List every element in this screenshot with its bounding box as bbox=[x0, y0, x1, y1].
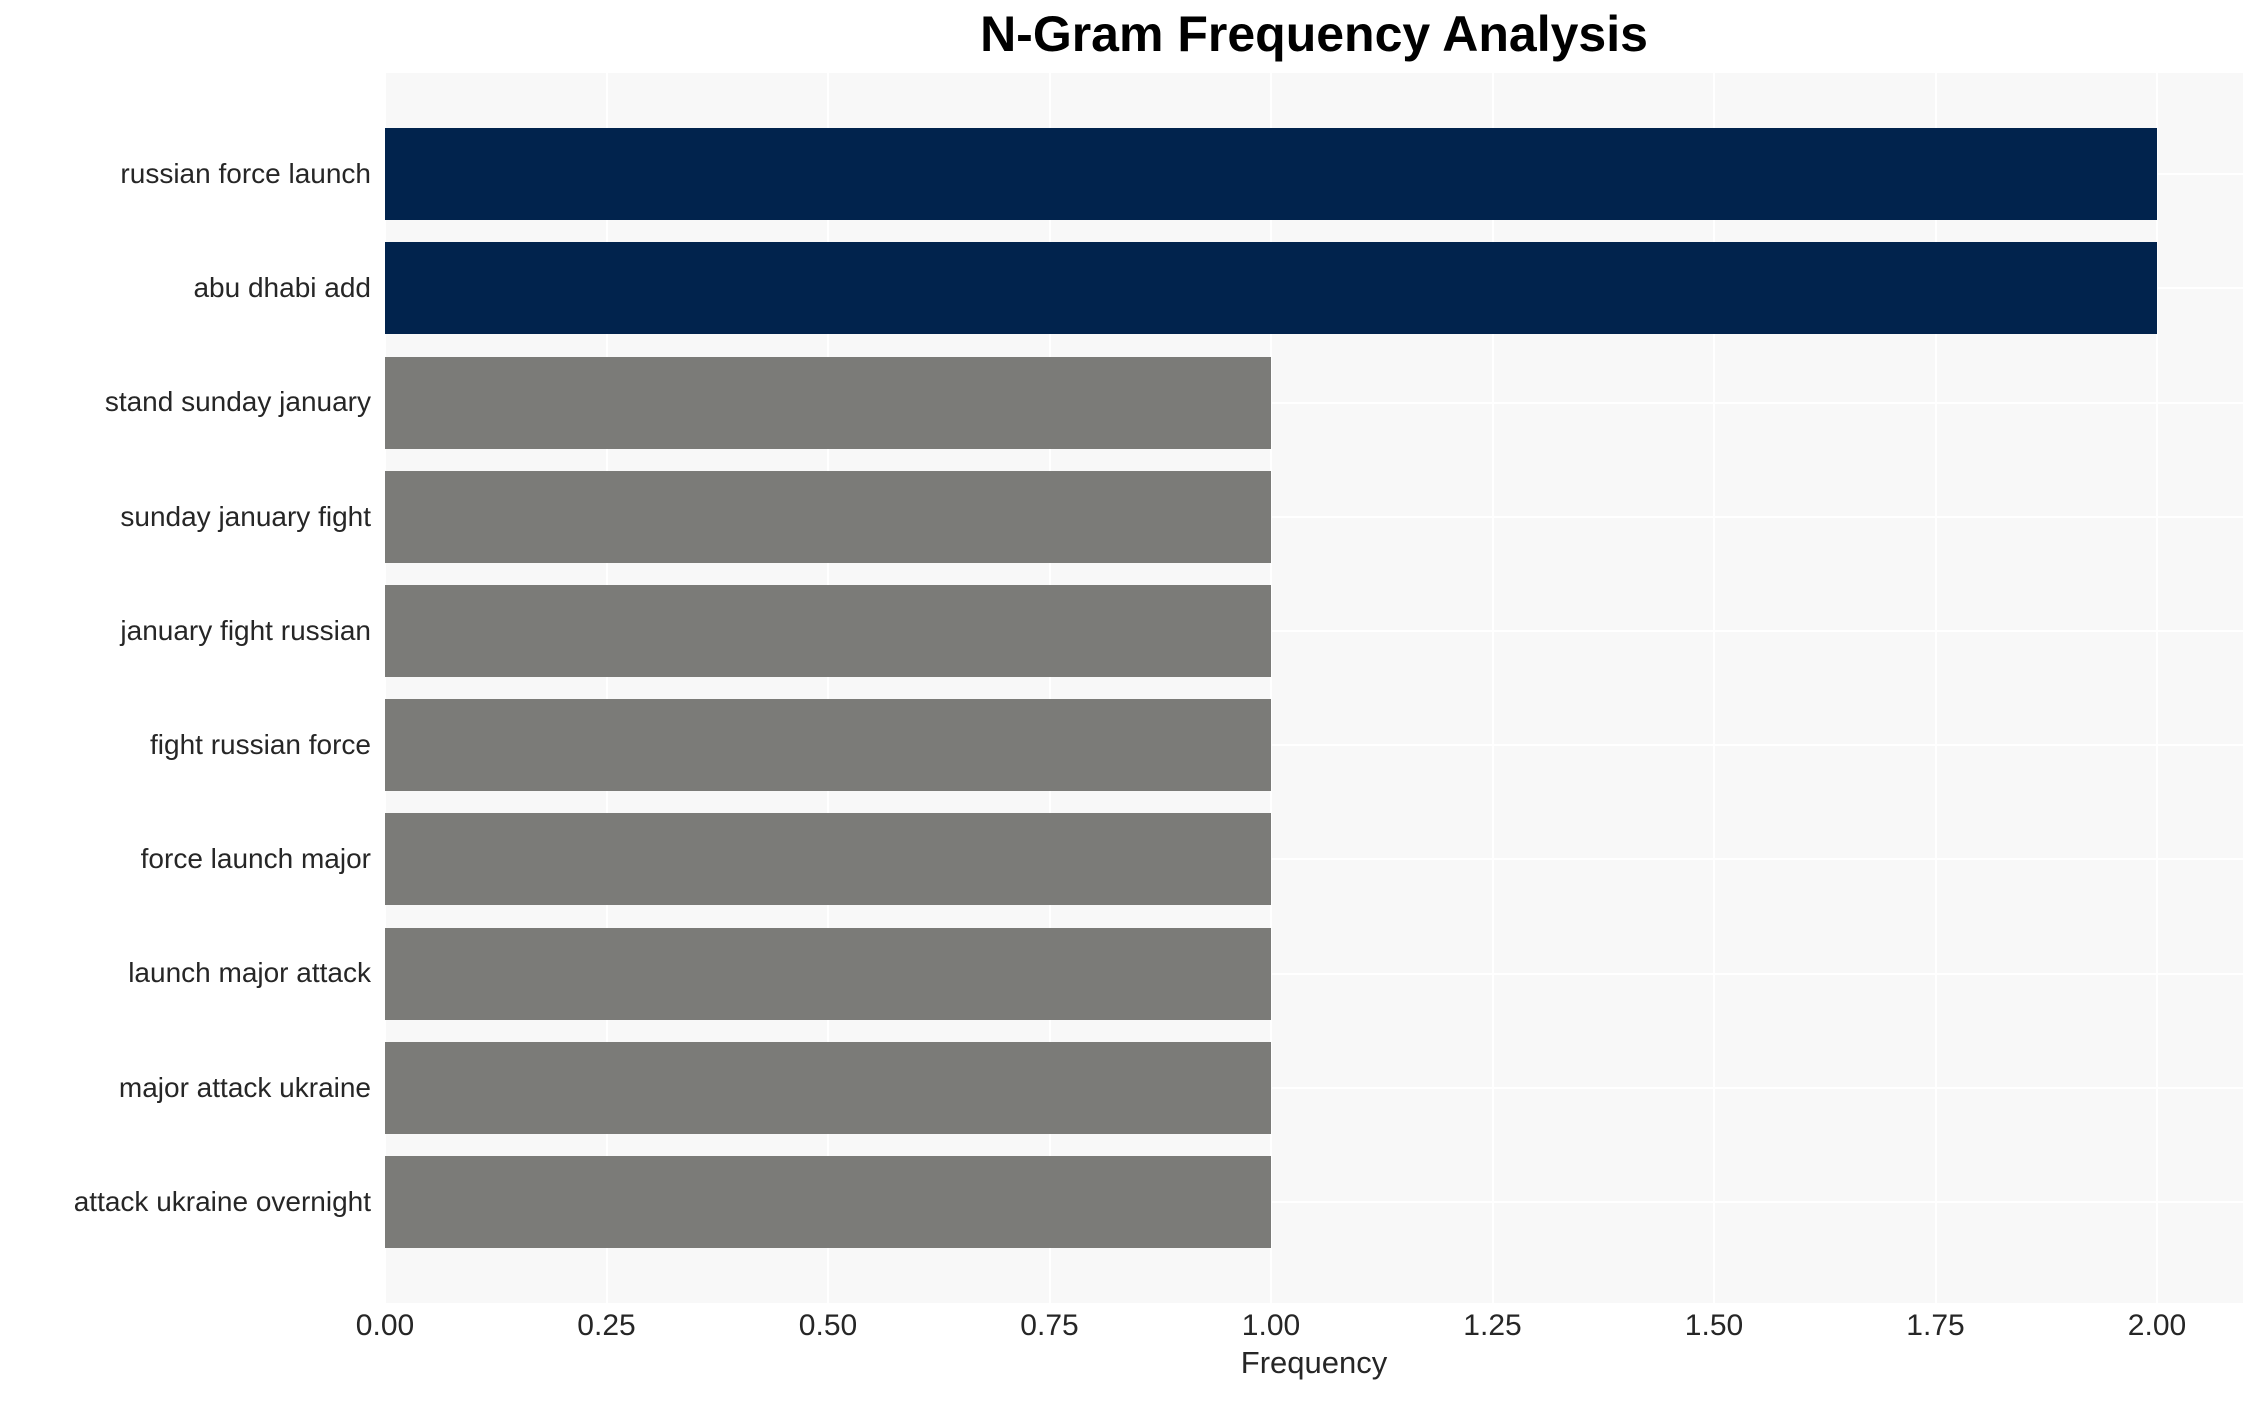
y-tick-label: abu dhabi add bbox=[193, 272, 371, 304]
bar-major-attack-ukraine bbox=[385, 1041, 1271, 1134]
bar-launch-major-attack bbox=[385, 927, 1271, 1020]
vertical-gridline bbox=[1491, 73, 1494, 1303]
horizontal-gridline bbox=[385, 858, 2243, 861]
horizontal-gridline bbox=[385, 972, 2243, 975]
x-tick-label: 1.00 bbox=[1241, 1309, 1301, 1342]
x-tick-label: 0.25 bbox=[577, 1309, 636, 1342]
y-tick-label: launch major attack bbox=[128, 957, 371, 989]
vertical-gridline bbox=[1934, 73, 1937, 1303]
x-tick-label: 1.50 bbox=[1684, 1309, 1744, 1342]
horizontal-gridline bbox=[385, 515, 2243, 518]
vertical-gridline bbox=[2156, 73, 2158, 1303]
y-tick-label: sunday january fight bbox=[120, 500, 371, 532]
vertical-gridline bbox=[1270, 73, 1272, 1303]
y-tick-label: january fight russian bbox=[120, 614, 371, 646]
vertical-gridline bbox=[605, 73, 608, 1303]
x-tick-label: 1.25 bbox=[1463, 1309, 1522, 1342]
y-tick-label: major attack ukraine bbox=[118, 1071, 371, 1103]
bar-sunday-january-fight bbox=[385, 470, 1271, 563]
vertical-gridline bbox=[1048, 73, 1051, 1303]
bar-attack-ukraine-overnight bbox=[385, 1155, 1271, 1248]
x-tick-label: 1.75 bbox=[1906, 1309, 1965, 1342]
y-tick-label: attack ukraine overnight bbox=[73, 1185, 371, 1217]
bar-january-fight-russian bbox=[385, 584, 1271, 677]
x-tick-label: 0.00 bbox=[355, 1309, 415, 1342]
bar-russian-force-launch bbox=[385, 128, 2157, 221]
chart-title: N-Gram Frequency Analysis bbox=[980, 6, 1648, 62]
horizontal-gridline bbox=[385, 401, 2243, 404]
bar-abu-dhabi-add bbox=[385, 242, 2157, 335]
bar-force-launch-major bbox=[385, 813, 1271, 906]
x-tick-label: 0.75 bbox=[1020, 1309, 1079, 1342]
y-tick-label: russian force launch bbox=[120, 158, 371, 189]
horizontal-gridline bbox=[385, 1086, 2243, 1089]
y-tick-label: stand sunday january bbox=[104, 386, 371, 418]
horizontal-gridline bbox=[385, 744, 2243, 747]
x-axis-title: Frequency bbox=[1240, 1345, 1388, 1380]
y-tick-label: force launch major bbox=[140, 843, 371, 875]
horizontal-gridline bbox=[385, 629, 2243, 632]
bar-stand-sunday-january bbox=[385, 356, 1271, 449]
y-tick-label: fight russian force bbox=[150, 729, 371, 760]
bar-fight-russian-force bbox=[385, 699, 1271, 792]
x-tick-label: 2.00 bbox=[2127, 1309, 2187, 1342]
x-tick-label: 0.50 bbox=[798, 1309, 858, 1342]
horizontal-gridline bbox=[385, 1200, 2243, 1203]
vertical-gridline bbox=[384, 73, 386, 1303]
plot-area bbox=[384, 73, 2243, 1303]
vertical-gridline bbox=[827, 73, 829, 1303]
vertical-gridline bbox=[1713, 73, 1715, 1303]
